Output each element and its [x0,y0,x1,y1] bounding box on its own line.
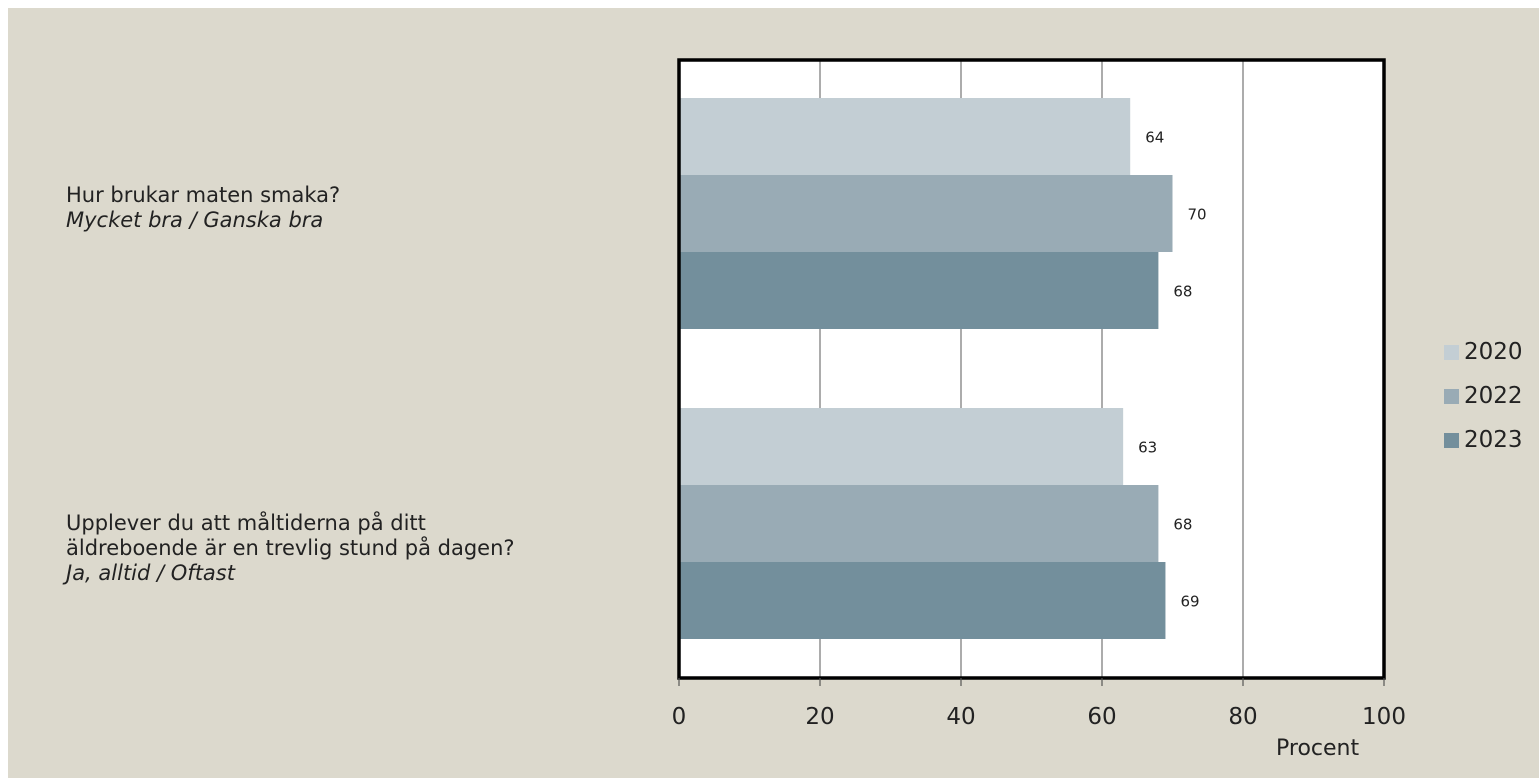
legend-label: 2020 [1464,339,1523,365]
legend-label: 2022 [1464,383,1523,409]
legend-swatch [1444,344,1459,360]
tick-label: 20 [805,704,834,730]
bars [679,98,1173,639]
bar-chart: 64 70 68 63 68 69 0 20 40 60 80 100 [672,58,1406,730]
legend-item-2022: 2022 [1444,374,1523,418]
category-answer: Mycket bra / Ganska bra [66,208,324,232]
category-question: Upplever du att måltiderna på ditt [66,510,426,535]
bar-maltid-2020 [679,408,1124,485]
category-question: äldreboende är en trevlig stund på dagen… [66,535,515,560]
tick-label: 80 [1228,704,1257,730]
legend-item-2023: 2023 [1444,418,1523,462]
legend-swatch [1444,432,1459,448]
tick-label: 100 [1362,704,1406,730]
bar-maltid-2022 [679,485,1159,562]
legend-item-2020: 2020 [1444,330,1523,374]
data-label: 68 [1173,516,1192,534]
tick-label: 0 [672,704,687,730]
legend-swatch [1444,388,1459,404]
category-label-smak: Hur brukar maten smaka? Mycket bra / Gans… [66,183,340,233]
bar-maltid-2023 [679,562,1166,639]
plot-frame [677,58,1386,680]
category-answer: Ja, alltid / Oftast [66,560,235,585]
legend-label: 2023 [1464,427,1523,453]
bar-smak-2023 [679,252,1159,329]
bar-smak-2020 [679,98,1131,175]
data-label: 68 [1173,283,1192,301]
legend: 2020 2022 2023 [1444,330,1523,462]
tick-label: 60 [1087,704,1116,730]
plot-border [677,58,1386,680]
category-label-maltid: Upplever du att måltiderna på ditt äldreb… [66,511,515,586]
tick-label: 40 [946,704,975,730]
chart-panel: 64 70 68 63 68 69 0 20 40 60 80 100 Hur brukar mat… [8,8,1539,778]
value-labels: 64 70 68 63 68 69 [1138,129,1206,611]
x-axis-title: Procent [1276,736,1360,761]
data-label: 70 [1188,206,1207,224]
category-question: Hur brukar maten smaka? [66,183,341,207]
data-label: 69 [1180,593,1199,611]
data-label: 64 [1145,129,1164,147]
bar-smak-2022 [679,175,1173,252]
data-label: 63 [1138,439,1157,457]
x-axis: 0 20 40 60 80 100 [672,678,1406,730]
